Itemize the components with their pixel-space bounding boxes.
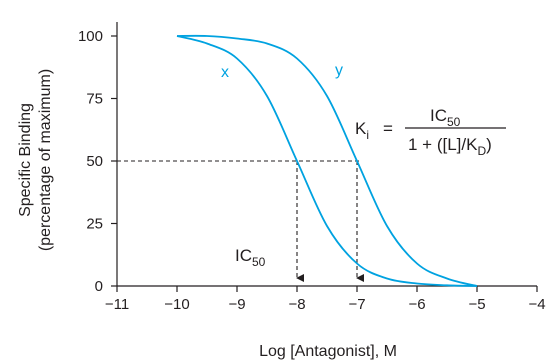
x-tick-label: −11 xyxy=(105,296,129,313)
equation-denominator-pre: 1 + ([L]/K xyxy=(408,135,478,154)
y-tick-label: 75 xyxy=(86,91,103,108)
axis-ticks: −11 −10 −9 −8 −7 −6 −5 −4 0 25 50 75 100 xyxy=(78,28,546,313)
series-label-x: x xyxy=(221,64,229,81)
x-axis-title: Log [Antagonist], M xyxy=(259,343,397,360)
reference-lines xyxy=(117,160,364,282)
equation-lhs-sub: i xyxy=(366,128,369,142)
equation-lhs: Ki xyxy=(355,119,369,142)
equation-numerator: IC50 xyxy=(430,106,461,129)
x-tick-label: −7 xyxy=(348,296,365,313)
equation-denominator-sub: D xyxy=(477,144,486,158)
y-tick-label: 50 xyxy=(86,153,103,170)
equation-numerator-main: IC xyxy=(430,106,447,125)
equation-numerator-sub: 50 xyxy=(447,115,461,129)
axes xyxy=(116,22,537,287)
equation-lhs-main: K xyxy=(355,119,367,138)
y-tick-label: 25 xyxy=(86,216,103,233)
x-tick-label: −5 xyxy=(468,296,485,313)
ki-equation: Ki = IC50 1 + ([L]/KD) xyxy=(355,106,506,158)
ic50-label: IC50 xyxy=(235,246,266,269)
ic50-label-main: IC xyxy=(235,246,252,265)
x-tick-label: −4 xyxy=(528,296,545,313)
curves xyxy=(176,34,478,287)
series-curve-y xyxy=(176,34,478,287)
x-tick-label: −6 xyxy=(408,296,425,313)
equation-equals: = xyxy=(383,119,393,138)
x-tick-label: −9 xyxy=(228,296,245,313)
ic50-label-sub: 50 xyxy=(252,255,266,269)
y-axis-title-line1: Specific Binding xyxy=(17,103,34,217)
x-tick-label: −10 xyxy=(164,296,189,313)
series-curve-x xyxy=(176,35,478,287)
y-tick-label: 100 xyxy=(78,28,103,45)
x-tick-label: −8 xyxy=(288,296,305,313)
equation-denominator: 1 + ([L]/KD) xyxy=(408,135,492,158)
series-label-y: y xyxy=(335,62,343,79)
y-axis-title: Specific Binding (percentage of maximum) xyxy=(17,69,54,251)
y-axis-title-line2: (percentage of maximum) xyxy=(37,69,54,251)
y-tick-label: 0 xyxy=(95,278,103,295)
equation-denominator-post: ) xyxy=(486,135,492,154)
